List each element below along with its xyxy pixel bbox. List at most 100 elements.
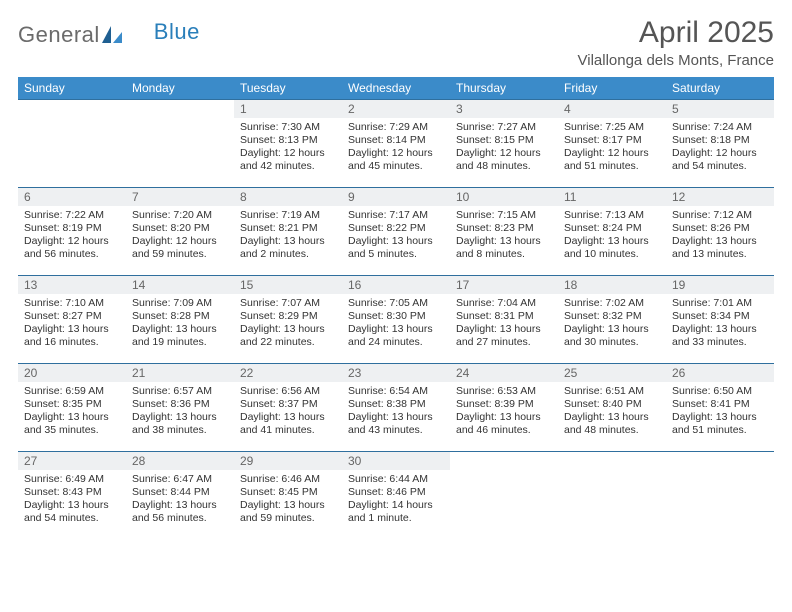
calendar-cell: 8Sunrise: 7:19 AMSunset: 8:21 PMDaylight…	[234, 188, 342, 276]
sunrise-line: Sunrise: 7:02 AM	[564, 297, 660, 310]
brand-name-a: General	[18, 22, 100, 47]
day-number: 20	[18, 364, 126, 382]
sunrise-line: Sunrise: 7:13 AM	[564, 209, 660, 222]
sunrise-line: Sunrise: 6:56 AM	[240, 385, 336, 398]
calendar-cell: 14Sunrise: 7:09 AMSunset: 8:28 PMDayligh…	[126, 276, 234, 364]
daylight-line: Daylight: 13 hours and 41 minutes.	[240, 411, 336, 437]
calendar-row: 6Sunrise: 7:22 AMSunset: 8:19 PMDaylight…	[18, 188, 774, 276]
sunrise-line: Sunrise: 6:51 AM	[564, 385, 660, 398]
sunset-line: Sunset: 8:44 PM	[132, 486, 228, 499]
day-body: Sunrise: 6:53 AMSunset: 8:39 PMDaylight:…	[450, 382, 558, 442]
calendar-cell: 9Sunrise: 7:17 AMSunset: 8:22 PMDaylight…	[342, 188, 450, 276]
day-number: 3	[450, 100, 558, 118]
col-saturday: Saturday	[666, 77, 774, 100]
sunrise-line: Sunrise: 7:09 AM	[132, 297, 228, 310]
sunset-line: Sunset: 8:39 PM	[456, 398, 552, 411]
day-number: 13	[18, 276, 126, 294]
sunrise-line: Sunrise: 6:50 AM	[672, 385, 768, 398]
sunset-line: Sunset: 8:20 PM	[132, 222, 228, 235]
sunset-line: Sunset: 8:40 PM	[564, 398, 660, 411]
daylight-line: Daylight: 13 hours and 54 minutes.	[24, 499, 120, 525]
day-number: 15	[234, 276, 342, 294]
day-body: Sunrise: 6:44 AMSunset: 8:46 PMDaylight:…	[342, 470, 450, 530]
daylight-line: Daylight: 13 hours and 19 minutes.	[132, 323, 228, 349]
sunset-line: Sunset: 8:37 PM	[240, 398, 336, 411]
calendar-cell: 18Sunrise: 7:02 AMSunset: 8:32 PMDayligh…	[558, 276, 666, 364]
sunset-line: Sunset: 8:19 PM	[24, 222, 120, 235]
day-number: 8	[234, 188, 342, 206]
col-monday: Monday	[126, 77, 234, 100]
day-body: Sunrise: 7:02 AMSunset: 8:32 PMDaylight:…	[558, 294, 666, 354]
day-number: 28	[126, 452, 234, 470]
sunrise-line: Sunrise: 7:07 AM	[240, 297, 336, 310]
sunset-line: Sunset: 8:22 PM	[348, 222, 444, 235]
sunrise-line: Sunrise: 6:47 AM	[132, 473, 228, 486]
calendar-cell: 30Sunrise: 6:44 AMSunset: 8:46 PMDayligh…	[342, 452, 450, 540]
col-tuesday: Tuesday	[234, 77, 342, 100]
day-number: 11	[558, 188, 666, 206]
day-body: Sunrise: 7:27 AMSunset: 8:15 PMDaylight:…	[450, 118, 558, 178]
sunrise-line: Sunrise: 7:05 AM	[348, 297, 444, 310]
calendar-header-row: Sunday Monday Tuesday Wednesday Thursday…	[18, 77, 774, 100]
sunset-line: Sunset: 8:17 PM	[564, 134, 660, 147]
sunrise-line: Sunrise: 7:12 AM	[672, 209, 768, 222]
daylight-line: Daylight: 12 hours and 59 minutes.	[132, 235, 228, 261]
calendar-cell: 6Sunrise: 7:22 AMSunset: 8:19 PMDaylight…	[18, 188, 126, 276]
page-title: April 2025	[578, 16, 775, 50]
day-number: 2	[342, 100, 450, 118]
day-body: Sunrise: 6:46 AMSunset: 8:45 PMDaylight:…	[234, 470, 342, 530]
day-body: Sunrise: 7:10 AMSunset: 8:27 PMDaylight:…	[18, 294, 126, 354]
day-body: Sunrise: 6:57 AMSunset: 8:36 PMDaylight:…	[126, 382, 234, 442]
sunrise-line: Sunrise: 7:29 AM	[348, 121, 444, 134]
sunset-line: Sunset: 8:35 PM	[24, 398, 120, 411]
calendar-cell: 19Sunrise: 7:01 AMSunset: 8:34 PMDayligh…	[666, 276, 774, 364]
calendar-cell: 10Sunrise: 7:15 AMSunset: 8:23 PMDayligh…	[450, 188, 558, 276]
calendar-cell: 11Sunrise: 7:13 AMSunset: 8:24 PMDayligh…	[558, 188, 666, 276]
day-body: Sunrise: 7:24 AMSunset: 8:18 PMDaylight:…	[666, 118, 774, 178]
daylight-line: Daylight: 13 hours and 22 minutes.	[240, 323, 336, 349]
sunrise-line: Sunrise: 7:25 AM	[564, 121, 660, 134]
day-number: 21	[126, 364, 234, 382]
calendar-row: 1Sunrise: 7:30 AMSunset: 8:13 PMDaylight…	[18, 100, 774, 188]
day-body: Sunrise: 7:07 AMSunset: 8:29 PMDaylight:…	[234, 294, 342, 354]
day-body: Sunrise: 7:20 AMSunset: 8:20 PMDaylight:…	[126, 206, 234, 266]
daylight-line: Daylight: 13 hours and 48 minutes.	[564, 411, 660, 437]
sunrise-line: Sunrise: 7:24 AM	[672, 121, 768, 134]
day-number: 27	[18, 452, 126, 470]
daylight-line: Daylight: 13 hours and 2 minutes.	[240, 235, 336, 261]
calendar-cell: 7Sunrise: 7:20 AMSunset: 8:20 PMDaylight…	[126, 188, 234, 276]
calendar-row: 13Sunrise: 7:10 AMSunset: 8:27 PMDayligh…	[18, 276, 774, 364]
day-body: Sunrise: 6:56 AMSunset: 8:37 PMDaylight:…	[234, 382, 342, 442]
day-body: Sunrise: 7:17 AMSunset: 8:22 PMDaylight:…	[342, 206, 450, 266]
day-number: 12	[666, 188, 774, 206]
sunrise-line: Sunrise: 7:10 AM	[24, 297, 120, 310]
calendar-cell: 5Sunrise: 7:24 AMSunset: 8:18 PMDaylight…	[666, 100, 774, 188]
calendar-row: 20Sunrise: 6:59 AMSunset: 8:35 PMDayligh…	[18, 364, 774, 452]
day-number: 4	[558, 100, 666, 118]
daylight-line: Daylight: 13 hours and 43 minutes.	[348, 411, 444, 437]
daylight-line: Daylight: 13 hours and 27 minutes.	[456, 323, 552, 349]
sunset-line: Sunset: 8:43 PM	[24, 486, 120, 499]
day-body: Sunrise: 7:15 AMSunset: 8:23 PMDaylight:…	[450, 206, 558, 266]
daylight-line: Daylight: 13 hours and 13 minutes.	[672, 235, 768, 261]
calendar-cell: 4Sunrise: 7:25 AMSunset: 8:17 PMDaylight…	[558, 100, 666, 188]
calendar-cell-empty	[666, 452, 774, 540]
sunset-line: Sunset: 8:21 PM	[240, 222, 336, 235]
daylight-line: Daylight: 13 hours and 56 minutes.	[132, 499, 228, 525]
col-sunday: Sunday	[18, 77, 126, 100]
day-body: Sunrise: 7:01 AMSunset: 8:34 PMDaylight:…	[666, 294, 774, 354]
calendar-cell: 20Sunrise: 6:59 AMSunset: 8:35 PMDayligh…	[18, 364, 126, 452]
day-number: 25	[558, 364, 666, 382]
day-number: 6	[18, 188, 126, 206]
sunrise-line: Sunrise: 6:54 AM	[348, 385, 444, 398]
sunrise-line: Sunrise: 6:46 AM	[240, 473, 336, 486]
calendar-cell: 3Sunrise: 7:27 AMSunset: 8:15 PMDaylight…	[450, 100, 558, 188]
calendar-table: Sunday Monday Tuesday Wednesday Thursday…	[18, 77, 774, 540]
day-number: 9	[342, 188, 450, 206]
day-body: Sunrise: 6:54 AMSunset: 8:38 PMDaylight:…	[342, 382, 450, 442]
calendar-cell: 17Sunrise: 7:04 AMSunset: 8:31 PMDayligh…	[450, 276, 558, 364]
day-number: 7	[126, 188, 234, 206]
day-number: 18	[558, 276, 666, 294]
day-number: 16	[342, 276, 450, 294]
sunrise-line: Sunrise: 7:01 AM	[672, 297, 768, 310]
